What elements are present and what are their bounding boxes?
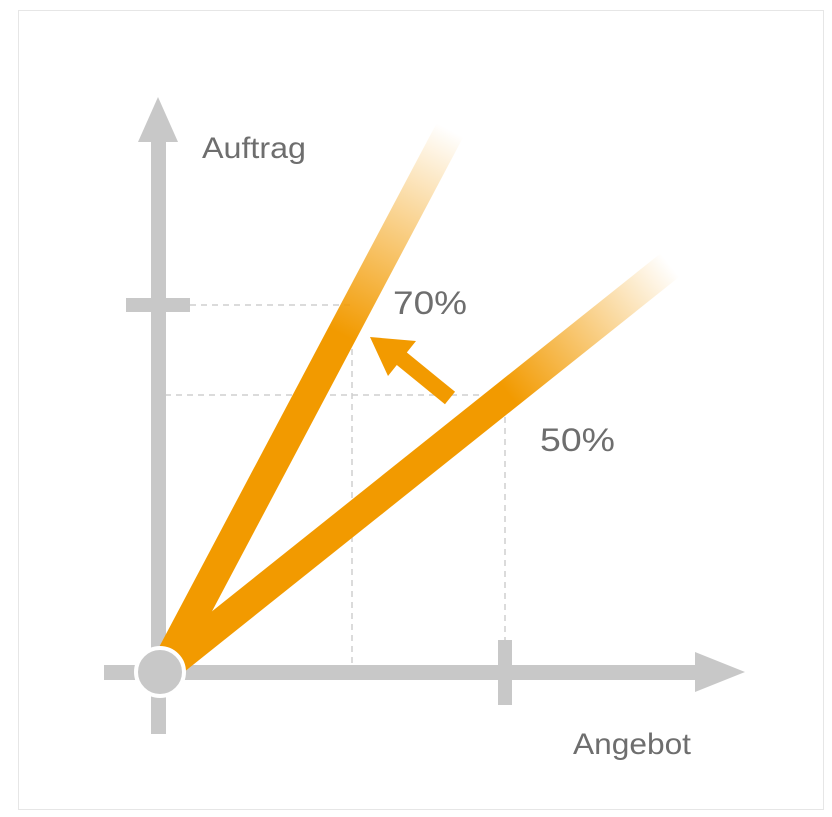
ray-70	[151, 122, 464, 676]
arrow-up-left-icon	[370, 337, 456, 405]
x-axis-arrow-icon	[695, 652, 745, 692]
ray-50-label: 50%	[540, 422, 615, 458]
x-axis	[104, 640, 745, 705]
x-axis-label: Angebot	[573, 728, 692, 761]
x-axis-tick	[498, 640, 512, 705]
ray-70-label: 70%	[393, 285, 467, 321]
y-axis-arrow-icon	[138, 97, 178, 142]
y-axis-tick	[126, 298, 190, 312]
origin-circle-icon	[134, 646, 186, 698]
y-axis-label: Auftrag	[202, 132, 306, 165]
y-axis-stub	[151, 690, 166, 734]
x-axis-stub	[104, 665, 144, 680]
y-axis	[126, 97, 190, 734]
x-axis-line	[165, 665, 700, 680]
y-axis-line	[151, 140, 166, 670]
ray-50	[155, 253, 680, 680]
